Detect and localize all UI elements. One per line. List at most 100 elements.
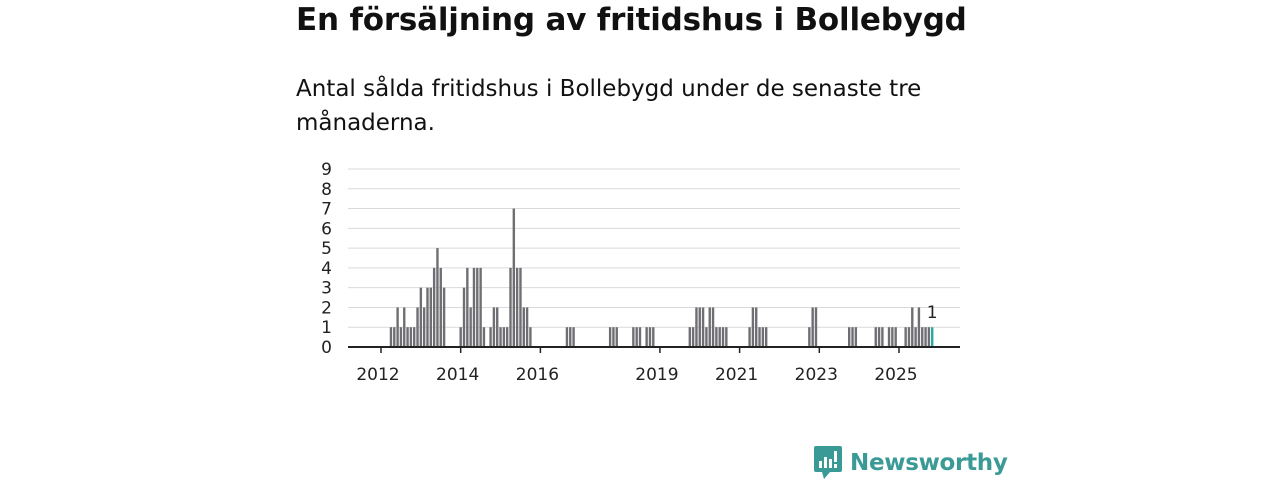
- y-tick-label: 4: [321, 259, 332, 279]
- bar-latest: [931, 327, 934, 347]
- bar: [389, 327, 393, 347]
- bar: [439, 267, 442, 347]
- bar: [489, 327, 492, 347]
- bar: [469, 307, 472, 347]
- bar: [459, 327, 462, 347]
- bar: [764, 327, 768, 347]
- y-tick-label: 6: [321, 219, 332, 239]
- bar: [512, 208, 516, 347]
- annotations: 1: [927, 303, 938, 323]
- bar: [419, 287, 423, 347]
- bar: [911, 307, 914, 347]
- bar: [705, 327, 708, 347]
- chart-title: En försäljning av fritidshus i Bollebygd: [296, 2, 967, 38]
- latest-value-label: 1: [927, 303, 938, 323]
- bar: [688, 327, 691, 347]
- bar: [632, 327, 635, 347]
- x-tick-label: 2014: [436, 365, 479, 385]
- gridlines: [348, 168, 960, 328]
- bar: [718, 327, 721, 347]
- bar: [715, 327, 718, 347]
- bar: [569, 327, 572, 347]
- bar: [403, 307, 406, 347]
- bar: [652, 327, 655, 347]
- y-tick-label: 2: [321, 298, 332, 318]
- bar: [711, 307, 715, 347]
- bar: [499, 327, 502, 347]
- bar: [466, 267, 469, 347]
- bar: [894, 327, 897, 347]
- bar: [525, 307, 529, 347]
- newsworthy-logo-icon: [814, 446, 842, 479]
- bar: [505, 327, 509, 347]
- bar: [748, 327, 751, 347]
- bar: [515, 267, 519, 347]
- bar: [917, 307, 921, 347]
- bar: [442, 287, 446, 347]
- bar: [462, 287, 466, 347]
- bar: [482, 327, 486, 347]
- bar: [409, 327, 413, 347]
- y-tick-label: 8: [321, 180, 332, 200]
- bar: [848, 327, 851, 347]
- y-tick-label: 0: [321, 338, 332, 358]
- bar: [924, 327, 927, 347]
- bar: [698, 307, 701, 347]
- bar: [761, 327, 765, 347]
- bar: [635, 327, 638, 347]
- bar: [648, 327, 652, 347]
- bar: [854, 327, 858, 347]
- bar: [708, 307, 711, 347]
- bar: [399, 327, 403, 347]
- bar: [881, 327, 884, 347]
- brand-name: Newsworthy: [850, 450, 1008, 476]
- bar: [615, 327, 618, 347]
- x-tick-label: 2025: [874, 365, 917, 385]
- bar: [907, 327, 911, 347]
- bar: [755, 307, 758, 347]
- bar: [887, 327, 891, 347]
- bar: [612, 327, 615, 347]
- bar: [472, 267, 476, 347]
- bar: [695, 307, 698, 347]
- brand-logo[interactable]: Newsworthy: [814, 446, 1008, 480]
- y-tick-label: 7: [321, 200, 332, 220]
- bar: [645, 327, 648, 347]
- y-tick-label: 9: [321, 160, 332, 180]
- bar: [751, 307, 755, 347]
- bar: [413, 327, 416, 347]
- bars: [389, 208, 934, 347]
- bar: [479, 267, 482, 347]
- bar: [432, 267, 436, 347]
- bar: [565, 327, 569, 347]
- y-tick-label: 1: [321, 318, 332, 338]
- bar: [509, 267, 512, 347]
- x-axis: 2012 2014 2016 2019 2021 2023 2025: [348, 346, 960, 385]
- bar: [851, 327, 854, 347]
- bar: [406, 327, 409, 347]
- chart-subtitle: Antal sålda fritidshus i Bollebygd under…: [296, 76, 922, 136]
- y-tick-label: 3: [321, 279, 332, 299]
- bar: [904, 327, 907, 347]
- bar: [496, 307, 499, 347]
- bar: [422, 307, 426, 347]
- bar: [721, 327, 725, 347]
- bar: [522, 307, 525, 347]
- bar: [476, 267, 479, 347]
- bar: [914, 327, 917, 347]
- bar: [814, 307, 818, 347]
- bar: [874, 327, 877, 347]
- x-tick-label: 2023: [795, 365, 838, 385]
- x-tick-label: 2021: [715, 365, 758, 385]
- bar: [725, 327, 728, 347]
- x-tick-label: 2019: [635, 365, 678, 385]
- bar: [808, 327, 811, 347]
- bar: [436, 248, 439, 347]
- bar: [638, 327, 642, 347]
- bar: [492, 307, 496, 347]
- bar: [416, 307, 419, 347]
- bar: [691, 327, 695, 347]
- bar: [921, 327, 924, 347]
